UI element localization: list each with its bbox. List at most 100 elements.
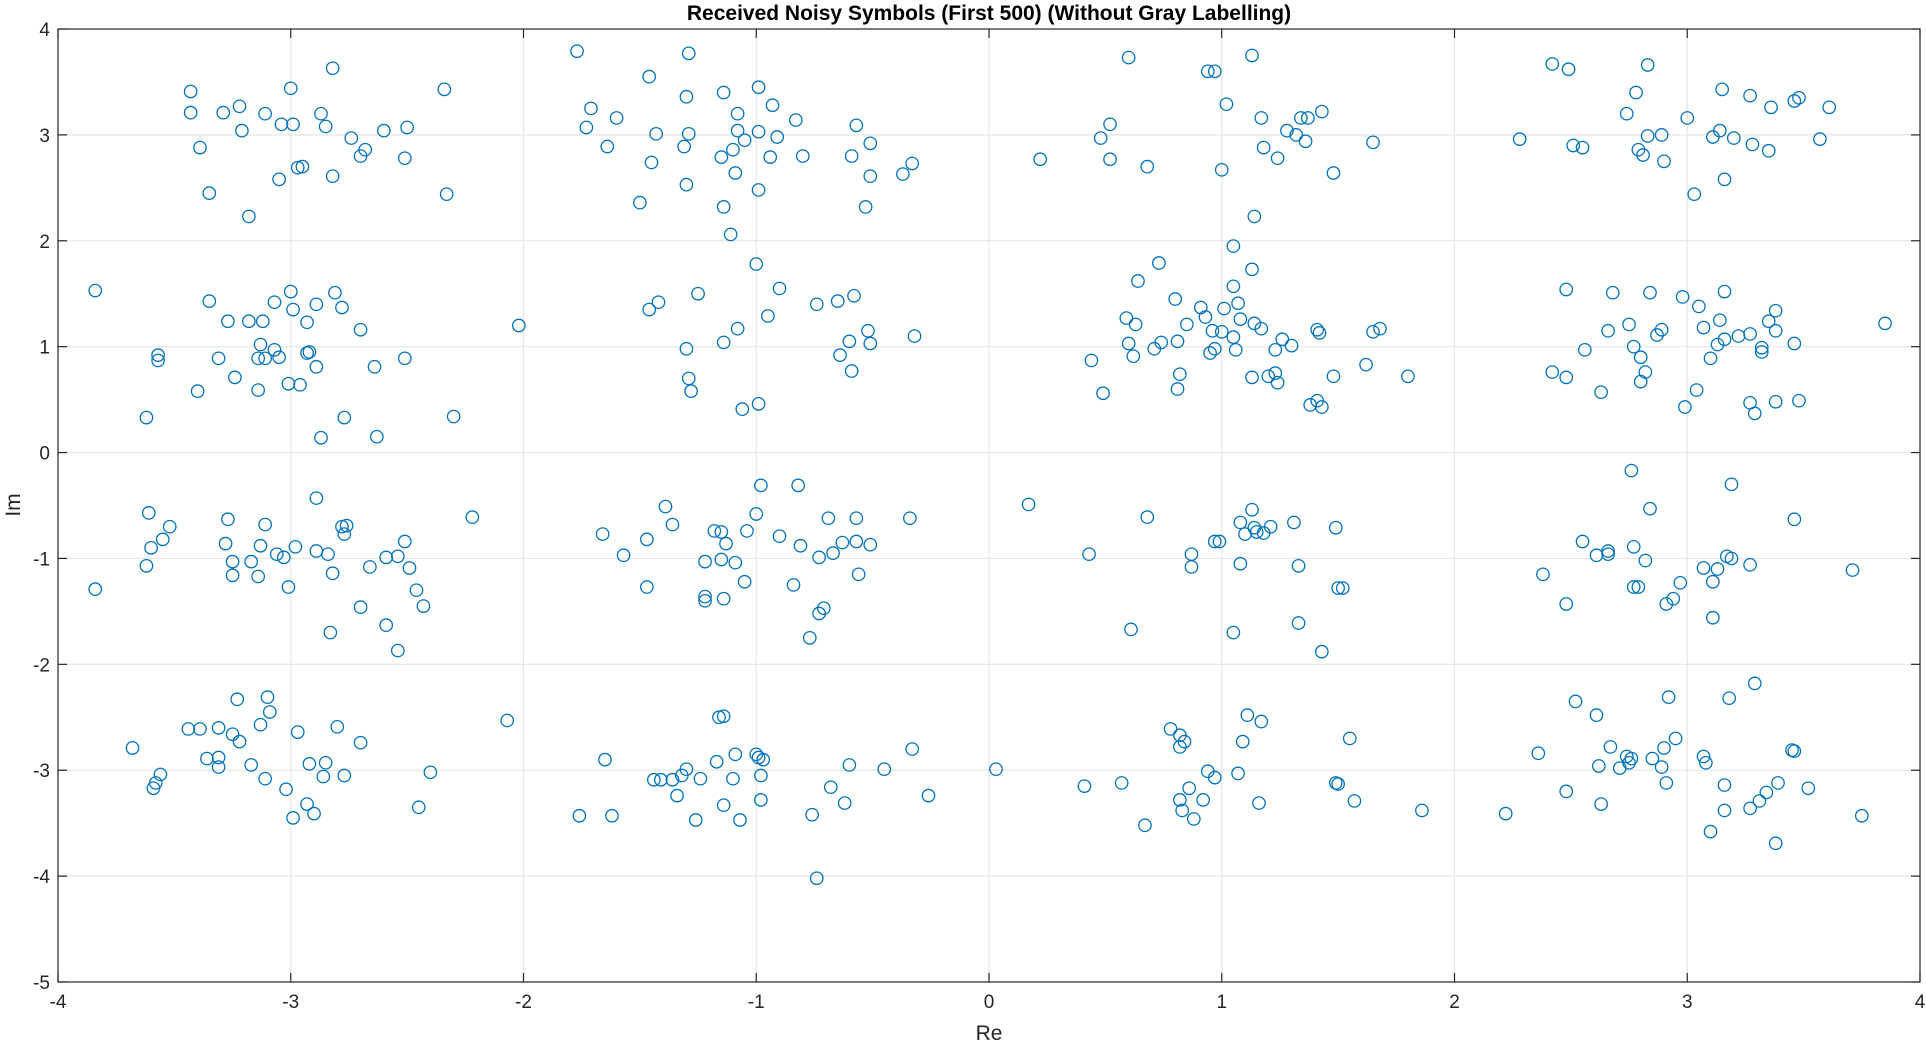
data-point xyxy=(141,506,156,520)
data-point xyxy=(379,550,394,565)
data-point xyxy=(416,599,431,613)
x-tick-label: 0 xyxy=(984,992,995,1013)
data-point xyxy=(844,364,859,378)
data-point xyxy=(1310,322,1325,337)
data-point xyxy=(370,429,384,444)
data-point xyxy=(1657,154,1671,169)
data-point xyxy=(1575,140,1590,155)
data-point xyxy=(1561,62,1576,77)
data-point xyxy=(1121,50,1136,65)
data-point xyxy=(640,580,654,594)
y-tick-label: 2 xyxy=(39,232,50,253)
data-point xyxy=(1801,781,1816,796)
data-point xyxy=(1654,322,1669,337)
data-point xyxy=(283,81,298,96)
data-point xyxy=(1182,781,1197,796)
data-point xyxy=(511,318,526,333)
data-point xyxy=(1093,131,1108,145)
x-tick-label: 2 xyxy=(1449,992,1460,1013)
data-point xyxy=(756,752,771,767)
data-point xyxy=(1121,336,1136,351)
data-point xyxy=(1696,320,1711,335)
data-point xyxy=(716,85,731,100)
data-point xyxy=(1747,676,1762,691)
data-point xyxy=(730,123,745,138)
data-point xyxy=(802,631,817,645)
data-point xyxy=(716,335,731,350)
data-point xyxy=(1170,334,1185,349)
data-point xyxy=(1154,335,1169,350)
data-point xyxy=(728,555,743,570)
data-point xyxy=(1717,172,1732,187)
data-point xyxy=(335,300,349,315)
data-point xyxy=(1633,374,1648,389)
data-point xyxy=(1673,575,1688,590)
x-axis-label: Re xyxy=(976,1022,1003,1044)
data-point xyxy=(295,159,310,174)
data-point xyxy=(772,529,787,544)
data-point xyxy=(328,285,342,300)
data-point xyxy=(288,539,303,554)
y-tick-label: 0 xyxy=(39,444,50,465)
data-point xyxy=(1261,369,1276,384)
data-point xyxy=(1633,350,1648,365)
data-point xyxy=(162,519,177,534)
data-point xyxy=(989,762,1003,777)
data-point xyxy=(353,322,368,337)
data-point xyxy=(1217,301,1231,316)
data-point xyxy=(1761,143,1776,158)
data-point xyxy=(211,721,226,735)
data-point xyxy=(849,511,864,526)
data-point xyxy=(1280,123,1294,138)
data-point xyxy=(1768,836,1783,851)
data-point xyxy=(1531,746,1546,761)
data-point xyxy=(740,524,754,538)
data-point xyxy=(225,727,240,742)
data-point xyxy=(1768,394,1783,409)
data-point xyxy=(1787,336,1802,351)
data-point xyxy=(1703,824,1718,839)
data-point xyxy=(1170,382,1185,396)
data-point xyxy=(1545,365,1560,379)
data-point xyxy=(805,807,819,822)
data-point xyxy=(1643,501,1657,516)
data-point xyxy=(1021,497,1036,512)
data-point xyxy=(600,139,615,154)
data-point xyxy=(1114,776,1129,790)
data-point xyxy=(1726,131,1741,145)
data-point xyxy=(793,538,808,553)
data-point xyxy=(181,722,196,736)
data-point xyxy=(681,126,696,141)
data-point xyxy=(877,762,892,777)
data-point xyxy=(1173,793,1187,807)
data-point xyxy=(684,384,698,398)
data-point xyxy=(1650,328,1664,342)
data-point xyxy=(1256,140,1271,155)
x-tick-label: -1 xyxy=(748,992,765,1013)
data-point xyxy=(749,747,764,762)
data-point xyxy=(1787,512,1802,527)
data-point xyxy=(1231,296,1245,311)
data-point xyxy=(1605,285,1620,300)
data-point xyxy=(1643,285,1657,300)
data-point xyxy=(1601,323,1615,338)
data-point xyxy=(1245,370,1259,385)
data-point xyxy=(1654,128,1669,142)
data-point xyxy=(812,550,826,565)
data-point xyxy=(363,560,377,574)
data-point xyxy=(830,294,845,308)
data-point xyxy=(1675,290,1690,304)
data-point xyxy=(1764,100,1778,115)
data-point xyxy=(88,582,103,597)
data-point xyxy=(688,813,703,827)
data-point xyxy=(1231,766,1245,781)
data-point xyxy=(1173,367,1187,382)
data-point xyxy=(1591,759,1606,773)
data-point xyxy=(1226,330,1241,344)
data-point xyxy=(325,169,340,184)
data-point xyxy=(244,758,259,772)
data-point xyxy=(1636,148,1650,162)
data-point xyxy=(1717,778,1732,792)
data-point xyxy=(321,547,335,562)
data-point xyxy=(1415,803,1429,818)
